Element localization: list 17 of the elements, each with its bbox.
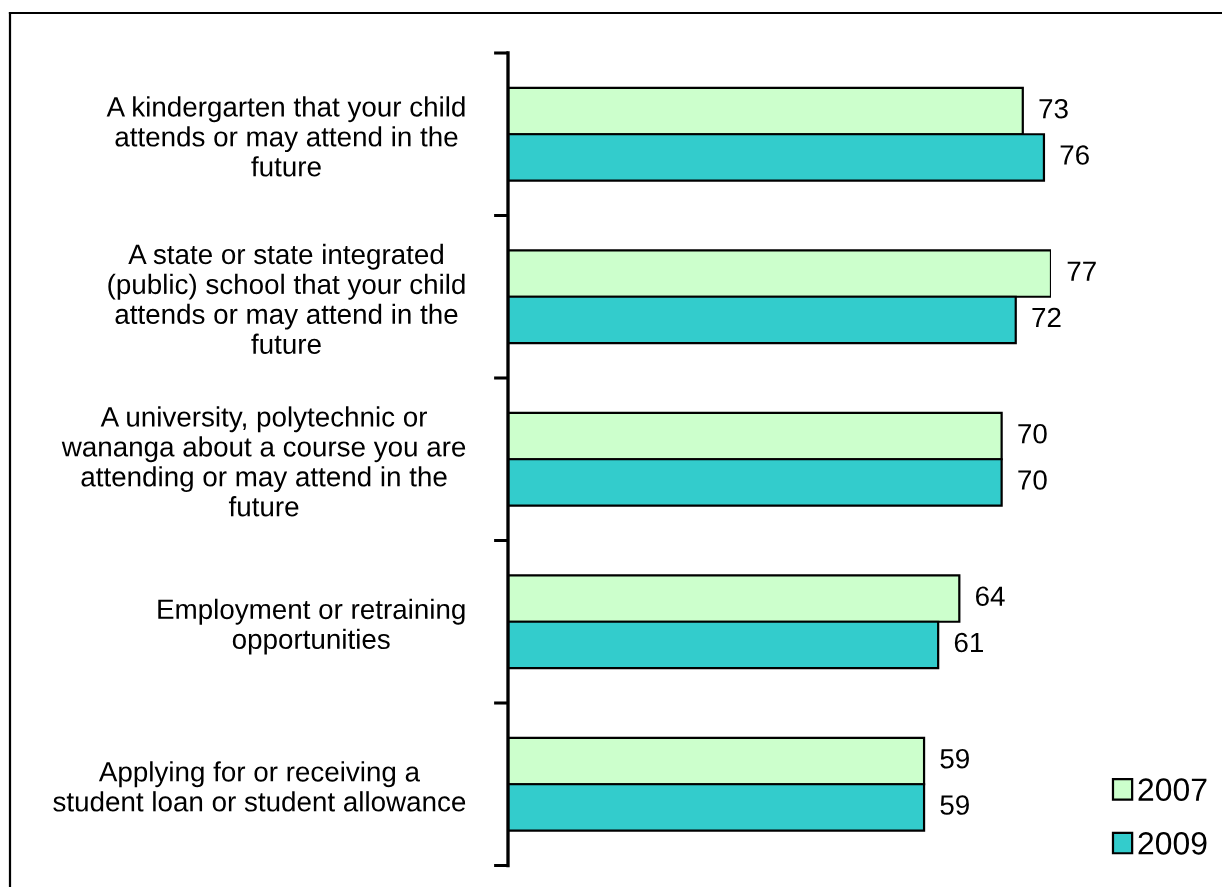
y-tick-label: A university, polytechnic or wananga about a course you are attending or may attend in the future [61, 406, 466, 517]
data-label: 70 [1018, 470, 1047, 490]
data-label: 61 [954, 632, 983, 653]
data-label: 59 [940, 748, 969, 769]
data-label: 73 [1039, 98, 1068, 119]
data-label: 64 [976, 586, 1005, 607]
data-label: 72 [1032, 307, 1061, 328]
data-label: 59 [940, 795, 969, 815]
y-tick-label: Employment or retraining opportunities [158, 598, 465, 655]
y-tick-label: A kindergarten that your child attends or may attend in the future [106, 96, 465, 177]
legend-label: 2007 [1138, 778, 1207, 801]
data-label: 70 [1018, 423, 1047, 444]
data-label: 76 [1060, 145, 1089, 165]
y-tick-label: A state or state integrated (public) school that your child attends or may attend in the future [108, 243, 465, 354]
y-tick-label: Applying for or receiving a student loan or student allowance [53, 761, 466, 812]
data-label: 77 [1067, 261, 1096, 281]
legend-label: 2009 [1138, 832, 1207, 855]
